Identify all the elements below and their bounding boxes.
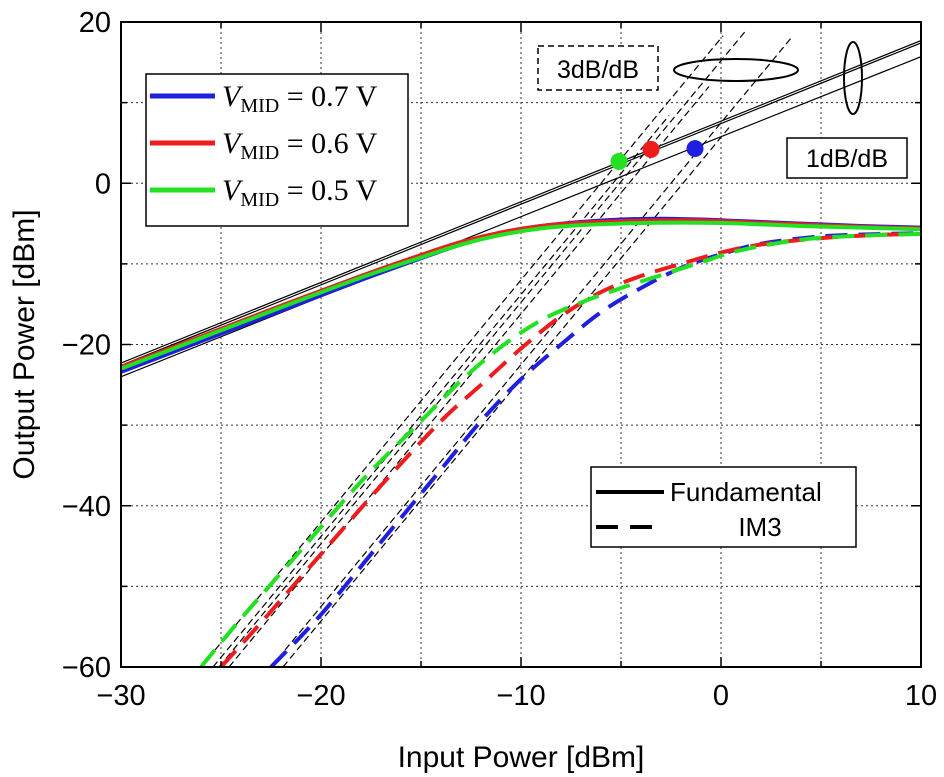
legend-label-0.6: VMID = 0.6 V [222,127,378,164]
annotation-1db-ellipse [843,41,863,115]
annotation-3db-text: 3dB/dB [557,56,639,84]
asymptote-1db [121,42,921,367]
y-tick-label: 0 [95,168,111,200]
y-axis-label: Output Power [dBm] [8,209,41,479]
intercept-points [610,140,704,170]
annotation-1db-box [786,137,908,179]
legend-label-im3: IM3 [738,512,781,542]
legend-label-0.7: VMID = 0.7 V [222,80,378,117]
asymptote-3db [648,31,746,149]
asymptote-3db [228,86,710,667]
x-tick-label: −10 [496,680,545,712]
legend-entry-vmid-0.5: VMID = 0.5 V [150,174,378,211]
axis-ticks [120,21,922,668]
asymptote-3db [218,147,650,667]
y-tick-label: 20 [79,7,111,39]
style-legend-box [590,466,857,548]
asymptote-3db [270,153,696,667]
legend-entry-vmid-0.7: VMID = 0.7 V [150,80,378,117]
data-series [121,216,921,667]
intercept-point-0.5V [610,152,628,170]
legend-label-0.5: VMID = 0.5 V [222,174,378,211]
style-legend: Fundamental IM3 [590,466,857,548]
legend-entry-vmid-0.6: VMID = 0.6 V [150,127,378,164]
series-legend: VMID = 0.7 V VMID = 0.6 V VMID = 0.5 V [145,73,409,227]
x-tick-label: −20 [296,680,345,712]
annotation-3db: 3dB/dB [537,45,799,91]
legend-label-fundamental: Fundamental [670,477,822,507]
asymptote-1db [121,56,921,378]
annotation-3db-ellipse [673,58,799,82]
x-tick-label: 10 [905,680,937,712]
x-tick-label: −30 [96,680,145,712]
intercept-point-0.6V [642,140,660,158]
y-tick-label: −60 [62,652,111,684]
x-tick-label: 0 [713,680,729,712]
intercept-point-0.7V [686,140,704,158]
asymptote-3db [200,163,618,667]
annotation-1db-text: 1dB/dB [806,145,888,173]
x-axis-label: Input Power [dBm] [398,741,645,774]
annotation-3db-box [537,45,659,91]
series-im3-0.6V [219,232,921,667]
asymptote-3db [616,35,724,165]
tick-labels: −30 −20 −10 0 10 −60 −40 −20 0 20 [62,7,937,712]
asymptote-1db [121,39,921,364]
asymptote-3db [212,115,670,667]
annotation-1db: 1dB/dB [786,41,908,179]
series-im3-0.5V [199,232,921,667]
y-tick-label: −20 [62,330,111,362]
series-fundamental-0.5V [121,220,921,371]
asymptote-3db [694,37,792,155]
y-tick-label: −40 [62,491,111,523]
series-legend-box [145,73,409,227]
